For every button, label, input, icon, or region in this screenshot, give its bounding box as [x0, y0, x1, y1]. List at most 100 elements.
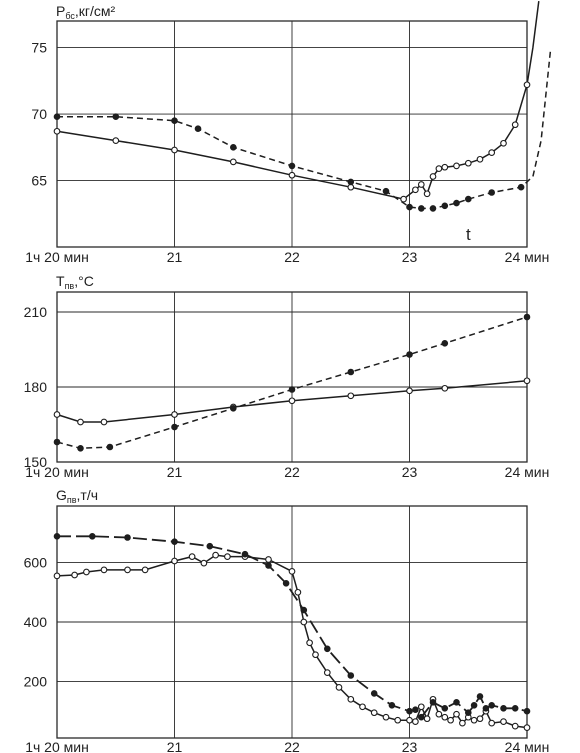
flow-rate-series-1-point — [71, 571, 78, 579]
flow-rate-series-1-point — [200, 559, 208, 567]
temperature-series-1-point — [441, 384, 449, 392]
flow-rate-series-1-point — [323, 669, 331, 676]
flow-rate-x-tick-label: 21 — [167, 739, 183, 753]
pressure-series-1-point — [476, 155, 484, 163]
temperature-series-1-point — [406, 387, 413, 395]
pressure-series-1-point — [523, 81, 531, 89]
temperature-y-tick-label: 150 — [24, 454, 48, 470]
flow-rate-axis-title: Gпв,т/ч — [56, 487, 98, 505]
temperature-series-2-point — [406, 351, 413, 358]
temperature-series-1-point — [288, 397, 296, 405]
temperature-y-tick-label: 210 — [24, 304, 48, 320]
flow-rate-series-1-point — [488, 719, 496, 727]
flow-rate-series-1-point — [441, 713, 449, 721]
pressure-series-2-point — [382, 187, 390, 195]
temperature-y-tick-label: 180 — [24, 379, 48, 395]
pressure-series-1-point — [511, 121, 519, 129]
pressure-x-tick-label: 1ч 20 мин — [25, 249, 89, 265]
temperature-series-2-point — [441, 340, 449, 347]
flow-rate-series-1-point — [412, 718, 419, 725]
flow-rate-series-2-point — [470, 702, 478, 709]
flow-rate-series-1-point — [83, 568, 90, 576]
pressure-series-2-point — [288, 162, 296, 170]
pressure-series-1-point — [488, 149, 496, 156]
pressure-series-1-point — [400, 195, 407, 203]
temperature-series-1-point — [100, 418, 108, 426]
temperature-chart-frame — [56, 291, 528, 463]
pressure-series-1-point — [112, 137, 120, 144]
flow-rate-series-2-point — [300, 606, 308, 614]
flow-rate-series-2-point — [500, 705, 507, 712]
pressure-series-1-point — [417, 181, 425, 188]
temperature-series-1-point — [77, 418, 84, 426]
flow-rate-series-2-point — [453, 699, 460, 706]
flow-rate-series-1-point — [224, 553, 231, 560]
pressure-series-2-point — [53, 113, 61, 120]
temperature-series-1-point — [171, 411, 178, 418]
flow-rate-series-1-point — [312, 651, 319, 659]
flow-rate-series-1-point — [124, 566, 131, 574]
pressure-series-2-point — [441, 202, 449, 210]
flow-rate-series-2-point — [241, 550, 249, 558]
flow-rate-series-1-point — [288, 568, 296, 575]
flow-rate-series-2-point — [347, 672, 355, 679]
flow-rate-y-tick-label: 600 — [24, 555, 48, 571]
pressure-series-2-line — [57, 50, 552, 210]
pressure-series-1-point — [53, 127, 61, 135]
pressure-y-tick-label: 65 — [31, 173, 47, 189]
pressure-y-tick-label: 70 — [31, 106, 47, 122]
time-annotation-label: t — [466, 225, 471, 244]
flow-rate-series-1-point — [300, 618, 308, 626]
flow-rate-series-2-point — [429, 699, 437, 706]
flow-rate-x-tick-label: 24 мин — [505, 739, 550, 753]
temperature-series-2-point — [53, 438, 61, 446]
pressure-x-tick-label: 24 мин — [505, 249, 550, 265]
flow-rate-series-1-point — [171, 557, 178, 565]
flow-rate-series-1-point — [382, 713, 390, 721]
flow-rate-series-2-point — [124, 534, 131, 541]
temperature-series-2-point — [230, 405, 237, 412]
pressure-series-1-point — [429, 173, 437, 180]
pressure-axis-title: Pбс,кг/см² — [56, 3, 116, 21]
flow-rate-chart-frame — [56, 505, 528, 739]
temperature-series-2-point — [523, 313, 531, 321]
temperature-x-tick-label: 21 — [167, 464, 183, 480]
pressure-series-2-point — [112, 113, 120, 120]
pressure-series-1-line — [56, 1, 540, 200]
flow-rate-series-1-point — [523, 724, 531, 731]
pressure-series-2-point — [429, 205, 437, 212]
pressure-series-1-point — [441, 163, 449, 171]
pressure-y-tick-label: 75 — [31, 40, 47, 56]
pressure-series-2-point — [171, 117, 178, 124]
temperature-series-1-point — [523, 377, 531, 385]
flow-rate-series-1-point — [335, 684, 343, 691]
flow-rate-series-1-point — [294, 588, 302, 596]
temperature-series-2-point — [171, 423, 178, 431]
flow-rate-series-1-point — [453, 710, 460, 718]
pressure-series-1-point — [347, 183, 355, 191]
pressure-series-1-point — [464, 159, 472, 167]
flow-rate-series-2-point — [488, 702, 496, 709]
flow-rate-series-2-point — [265, 562, 272, 569]
temperature-series-1-point — [347, 392, 355, 400]
pressure-series-1-point — [423, 190, 431, 198]
temperature-series-2-point — [106, 443, 114, 451]
flow-rate-x-tick-label: 23 — [402, 739, 418, 753]
flow-rate-series-2-point — [476, 693, 484, 700]
flow-rate-series-1-point — [370, 709, 378, 717]
pressure-series-1-point — [229, 158, 237, 166]
temperature-series-2-point — [288, 386, 296, 393]
flow-rate-y-tick-label: 400 — [24, 614, 48, 630]
pressure-series-1-point — [288, 171, 296, 179]
flow-rate-series-2-point — [511, 705, 519, 712]
temperature-x-tick-label: 24 мин — [505, 464, 550, 480]
pressure-series-1-point — [500, 139, 507, 147]
flow-rate-x-tick-label: 1ч 20 мин — [25, 739, 89, 753]
flow-rate-series-2-point — [418, 713, 425, 721]
flow-rate-series-1-point — [394, 716, 402, 724]
flow-rate-series-2-point — [412, 706, 419, 714]
flow-rate-series-2-point — [89, 533, 96, 540]
pressure-series-2-point — [418, 205, 425, 212]
flow-rate-series-1-point — [459, 719, 466, 727]
